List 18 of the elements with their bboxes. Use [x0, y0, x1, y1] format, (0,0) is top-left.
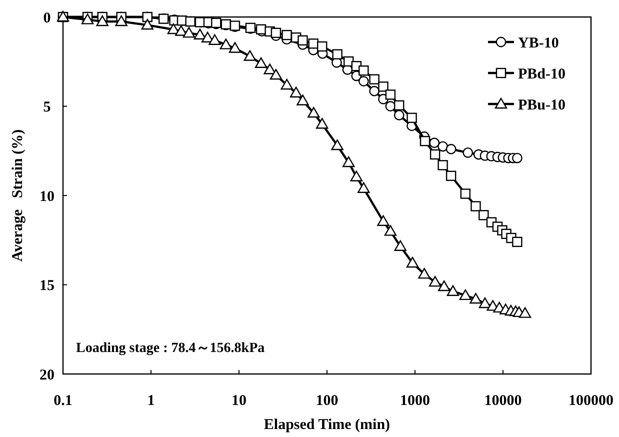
- x-tick-label: 1000: [400, 393, 430, 409]
- x-tick-label: 10000: [484, 393, 522, 409]
- annotation: Loading stage : 78.4～156.8kPa: [76, 341, 265, 356]
- legend-label: PBu-10: [518, 97, 566, 114]
- y-axis-title: Average Strain (%): [10, 129, 26, 262]
- legend-label: PBd-10: [518, 66, 566, 82]
- y-tick-label: 15: [40, 278, 54, 294]
- y-tick-label: 20: [40, 367, 54, 384]
- x-tick-label: 100000: [568, 393, 614, 409]
- x-axis-title: Elapsed Time (min): [264, 417, 390, 433]
- x-tick-label: 0.1: [54, 393, 72, 409]
- y-tick-label: 10: [40, 188, 54, 205]
- y-tick-label: 5: [43, 100, 51, 116]
- y-tick-label: 0: [43, 10, 51, 26]
- x-tick-label: 1: [147, 393, 155, 409]
- x-tick-label: 10: [232, 393, 246, 409]
- legend-label: YB-10: [518, 35, 559, 52]
- x-tick-label: 100: [316, 393, 338, 409]
